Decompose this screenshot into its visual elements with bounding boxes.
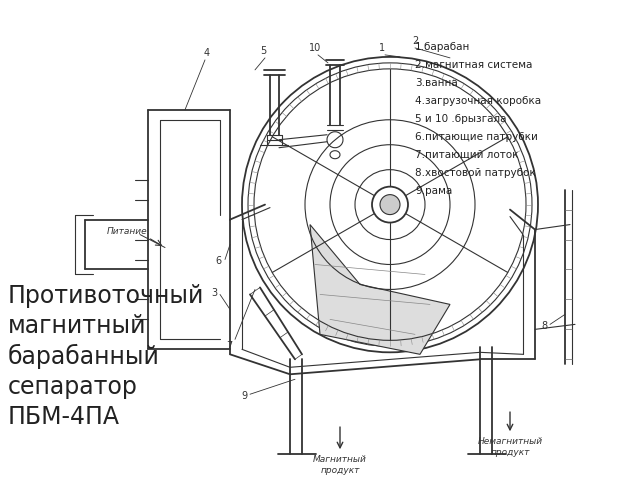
Text: 7: 7 [226,341,232,351]
Text: Магнитный
продукт: Магнитный продукт [313,455,367,475]
Text: 8: 8 [542,322,548,331]
Circle shape [242,57,538,352]
Text: 10: 10 [309,43,321,53]
Text: 9: 9 [241,391,247,401]
Text: 9.рама: 9.рама [415,186,452,196]
Text: 5 и 10 .брызгала: 5 и 10 .брызгала [415,114,506,124]
Circle shape [372,187,408,223]
Text: 2: 2 [412,36,418,46]
Text: 6.питающие патрубки: 6.питающие патрубки [415,132,538,142]
Circle shape [380,194,400,215]
Text: 1: 1 [379,43,385,53]
Text: 7.питающий лоток: 7.питающий лоток [415,150,518,160]
Text: 8.хвостовой патрубок: 8.хвостовой патрубок [415,168,536,178]
Text: Противоточный
магнитный
барабанный
сепаратор
ПБМ-4ПА: Противоточный магнитный барабанный сепар… [8,285,204,429]
Text: 1.барабан: 1.барабан [415,42,470,52]
Text: 5: 5 [260,46,266,56]
Text: 6: 6 [216,256,222,266]
Text: 3: 3 [211,288,217,299]
Polygon shape [310,225,450,354]
Text: 4.загрузочная коробка: 4.загрузочная коробка [415,96,541,106]
Text: Немагнитный
продукт: Немагнитный продукт [477,437,543,456]
Text: 3.ванна: 3.ванна [415,78,458,88]
Text: Питание: Питание [107,227,148,236]
Circle shape [248,63,532,347]
Text: 4: 4 [204,48,210,58]
Text: 2.магнитная система: 2.магнитная система [415,60,532,70]
